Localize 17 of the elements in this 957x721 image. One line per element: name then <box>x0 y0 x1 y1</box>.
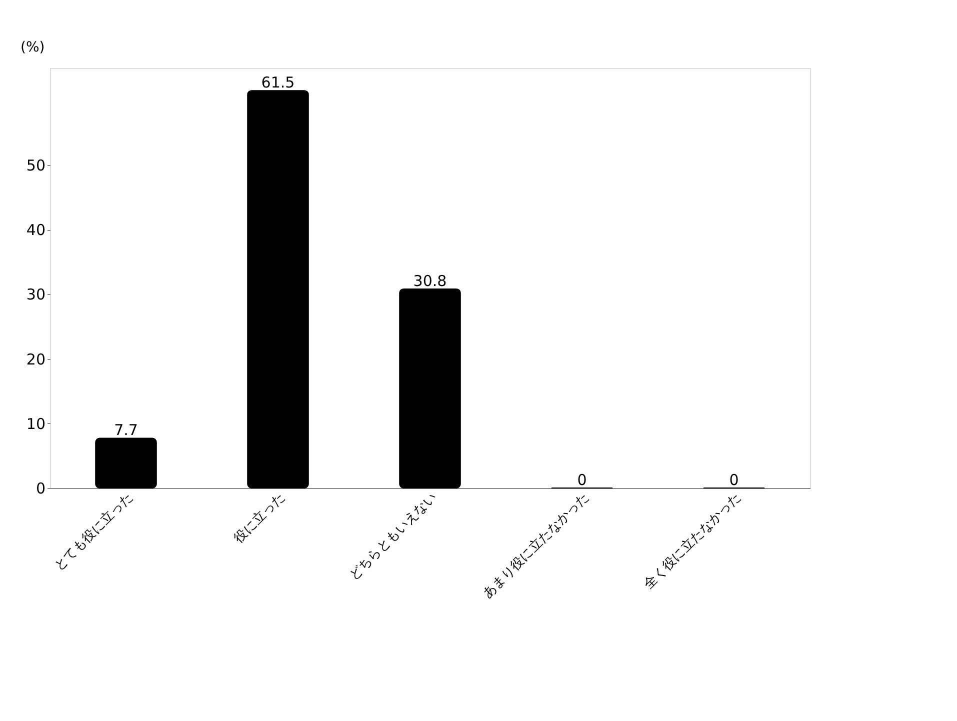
x-tick-label: あまり役に立たなかった <box>479 489 592 602</box>
data-label: 0 <box>577 471 587 489</box>
data-label: 30.8 <box>413 272 447 290</box>
y-axis-title: (%) <box>20 40 45 56</box>
y-tick-label: 20 <box>26 350 46 368</box>
data-label: 7.7 <box>114 421 138 440</box>
y-tick-label: 10 <box>26 414 46 433</box>
y-tick-label: 50 <box>26 156 46 174</box>
x-tick-label: どちらともいえない <box>346 490 440 584</box>
data-label: 61.5 <box>261 74 295 92</box>
y-tick-label: 40 <box>26 221 46 240</box>
y-tick-label: 30 <box>26 286 46 304</box>
y-tick-label: 0 <box>36 480 46 498</box>
x-tick-label: とても役に立った <box>51 489 136 574</box>
data-label: 0 <box>729 471 739 489</box>
x-tick-label: 役に立った <box>230 489 288 546</box>
x-tick-label: 全く役に立たなかった <box>640 489 744 592</box>
